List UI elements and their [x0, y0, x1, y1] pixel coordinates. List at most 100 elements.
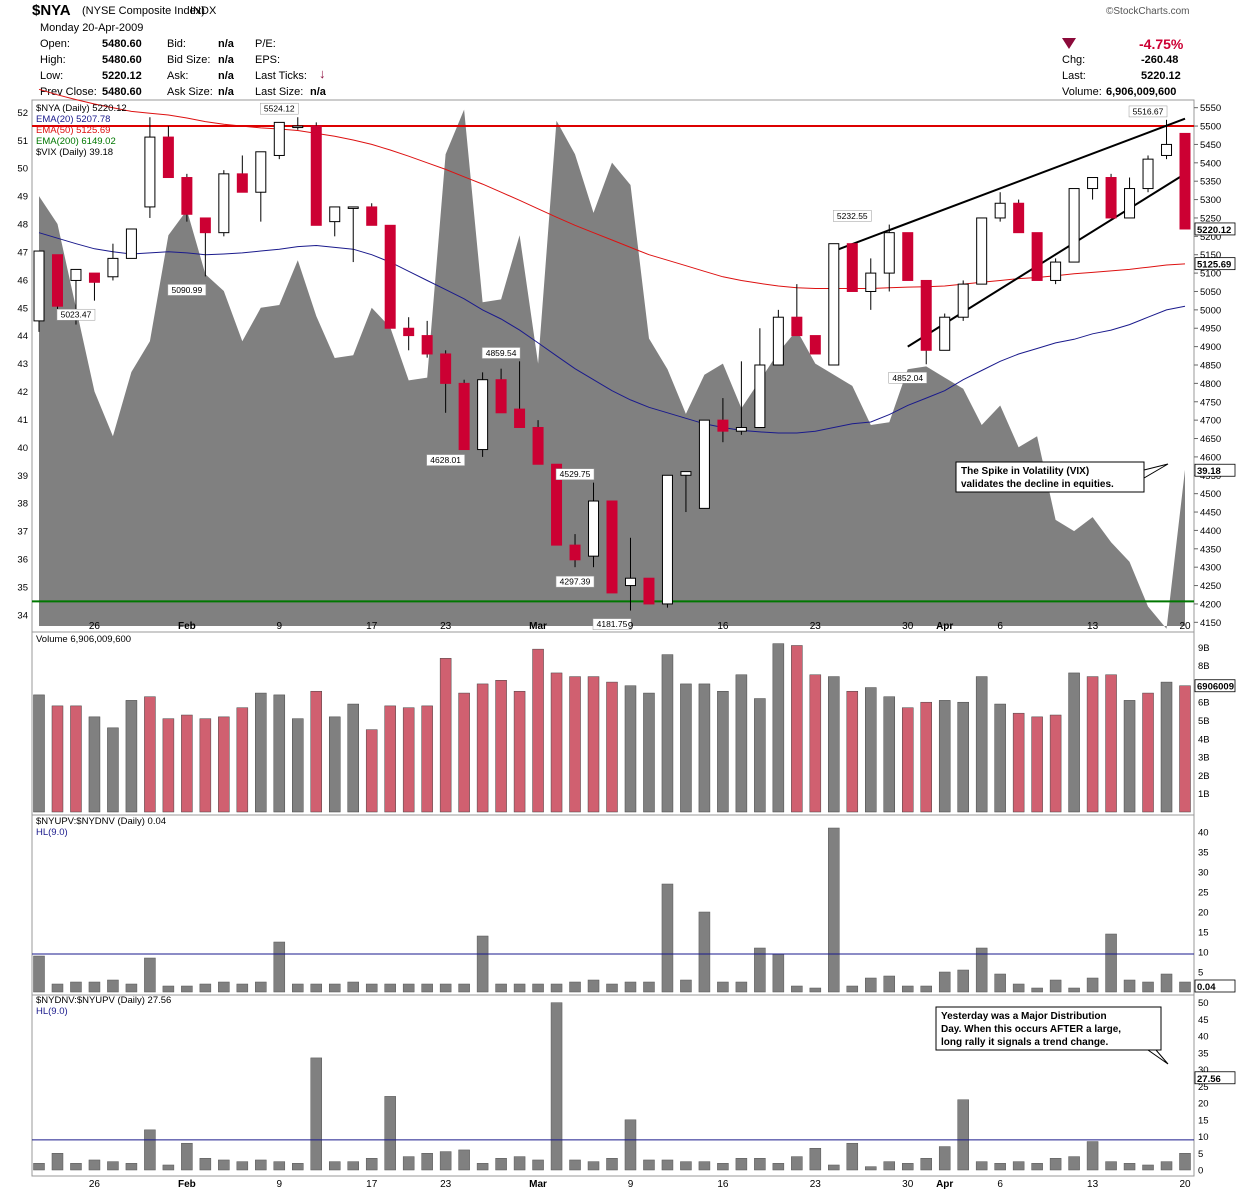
downup-bar [661, 1159, 674, 1171]
volume-bar [698, 683, 711, 813]
price-tick-label: 4600 [1200, 452, 1221, 463]
updown-bar [199, 983, 212, 993]
updown-bar [125, 983, 138, 993]
volume-bar [809, 674, 822, 813]
volume-bar [901, 707, 914, 813]
updown-bar [994, 973, 1006, 993]
vix-tick-label: 52 [17, 108, 28, 119]
volume-tick-label: 3B [1198, 753, 1210, 764]
downup-bar [1031, 1163, 1043, 1171]
candle-up [698, 419, 710, 509]
downup-bar [162, 1164, 175, 1171]
updown-bar [1142, 981, 1154, 993]
date-tick-label: 17 [366, 621, 378, 632]
chg-label: Chg: [1062, 54, 1086, 66]
price-annotation-box [167, 284, 207, 296]
volume-last-tag: 6906009 [1197, 682, 1234, 693]
volume-bar [310, 690, 323, 813]
vix-tag: 39.18 [1197, 466, 1221, 477]
updown-bar [218, 981, 230, 993]
updown-bar [717, 981, 729, 993]
brand-label[interactable]: ©StockCharts.com [1106, 6, 1190, 17]
price-legend-entry: $NYA (Daily) 5220.12 [36, 103, 127, 114]
volume-bar [569, 676, 581, 813]
volume-bar [846, 690, 859, 813]
volume-bar [957, 701, 969, 813]
downup-bar [70, 1163, 82, 1171]
volume-tick-label: 2B [1198, 771, 1210, 782]
volume-bar [532, 648, 544, 813]
vix-tag-box [1194, 463, 1236, 477]
downup-tick-label: 35 [1198, 1048, 1209, 1059]
volume-last-tag-box [1194, 679, 1236, 693]
candle-up [1124, 188, 1136, 219]
candle-down [514, 408, 526, 428]
updown-ma-legend: HL(9.0) [36, 827, 68, 838]
downup-bar [199, 1158, 212, 1171]
candle-down [791, 316, 803, 337]
vix-tick-label: 43 [17, 359, 28, 370]
updown-tick-label: 20 [1198, 908, 1209, 919]
downup-bar [365, 1158, 378, 1171]
candle-up [624, 577, 636, 587]
candle-down [606, 500, 618, 594]
bottom-date-tick-label: 9 [628, 1179, 634, 1190]
volume-bar [70, 705, 82, 813]
updown-bar [772, 953, 785, 993]
downup-bar [1142, 1164, 1154, 1171]
price-tick-label: 5000 [1200, 305, 1221, 316]
price-tick-label: 4750 [1200, 397, 1221, 408]
downup-legend: $NYDNV:$NYUPV (Daily) 27.56 [36, 995, 171, 1006]
downup-bar [643, 1159, 655, 1171]
downup-bar [458, 1149, 470, 1171]
price-annotation-box [833, 210, 872, 222]
volume-tick-label: 8B [1198, 661, 1210, 672]
price-annotation-box [481, 347, 521, 359]
candle-up [994, 202, 1006, 219]
last-label: Last: [1062, 70, 1086, 82]
updown-bar [439, 983, 452, 993]
downup-bar [476, 1163, 489, 1171]
vix-area [39, 109, 1185, 629]
downup-bar [1049, 1158, 1062, 1171]
candle-up [828, 243, 840, 366]
last-size-value: n/a [310, 86, 326, 98]
vix-tick-label: 48 [17, 220, 28, 231]
volume-bar [1142, 692, 1154, 813]
ema50-tag-box [1194, 257, 1236, 271]
candle-up [976, 217, 988, 285]
downup-bar [865, 1166, 877, 1171]
volume-bar [606, 681, 618, 813]
price-tick-label: 4150 [1200, 618, 1221, 629]
downup-bar [883, 1161, 896, 1171]
volume-bar [1123, 700, 1136, 813]
volume-tick-label: 4B [1198, 734, 1210, 745]
updown-bar [328, 983, 341, 993]
updown-bar [107, 979, 119, 993]
volume-bar [236, 707, 249, 813]
candle-down [181, 177, 193, 215]
ask-size-label: Ask Size: [167, 86, 213, 98]
candle-up [255, 151, 267, 193]
downup-bar [125, 1163, 138, 1171]
bottom-date-tick-label: 30 [902, 1179, 914, 1190]
eps-label: EPS: [255, 54, 281, 66]
downup-tick-label: 0 [1198, 1166, 1203, 1177]
downup-bar [587, 1161, 600, 1171]
candle-up [125, 228, 137, 259]
updown-bar [1086, 977, 1099, 993]
updown-bar [791, 985, 803, 993]
price-tick-label: 4250 [1200, 581, 1221, 592]
downup-bar [1123, 1163, 1136, 1171]
updown-tick-label: 25 [1198, 888, 1209, 899]
downup-bar [33, 1163, 45, 1171]
volume-bar [1068, 672, 1080, 813]
candle-down [1031, 232, 1043, 281]
updown-bar [680, 979, 692, 993]
volume-legend: Volume 6,906,009,600 [36, 634, 131, 645]
candle-down [1013, 202, 1025, 234]
ema20-line [38, 232, 1186, 434]
volume-bar [513, 690, 526, 813]
date-tick-label: Feb [178, 621, 196, 632]
candle-down [532, 426, 544, 465]
